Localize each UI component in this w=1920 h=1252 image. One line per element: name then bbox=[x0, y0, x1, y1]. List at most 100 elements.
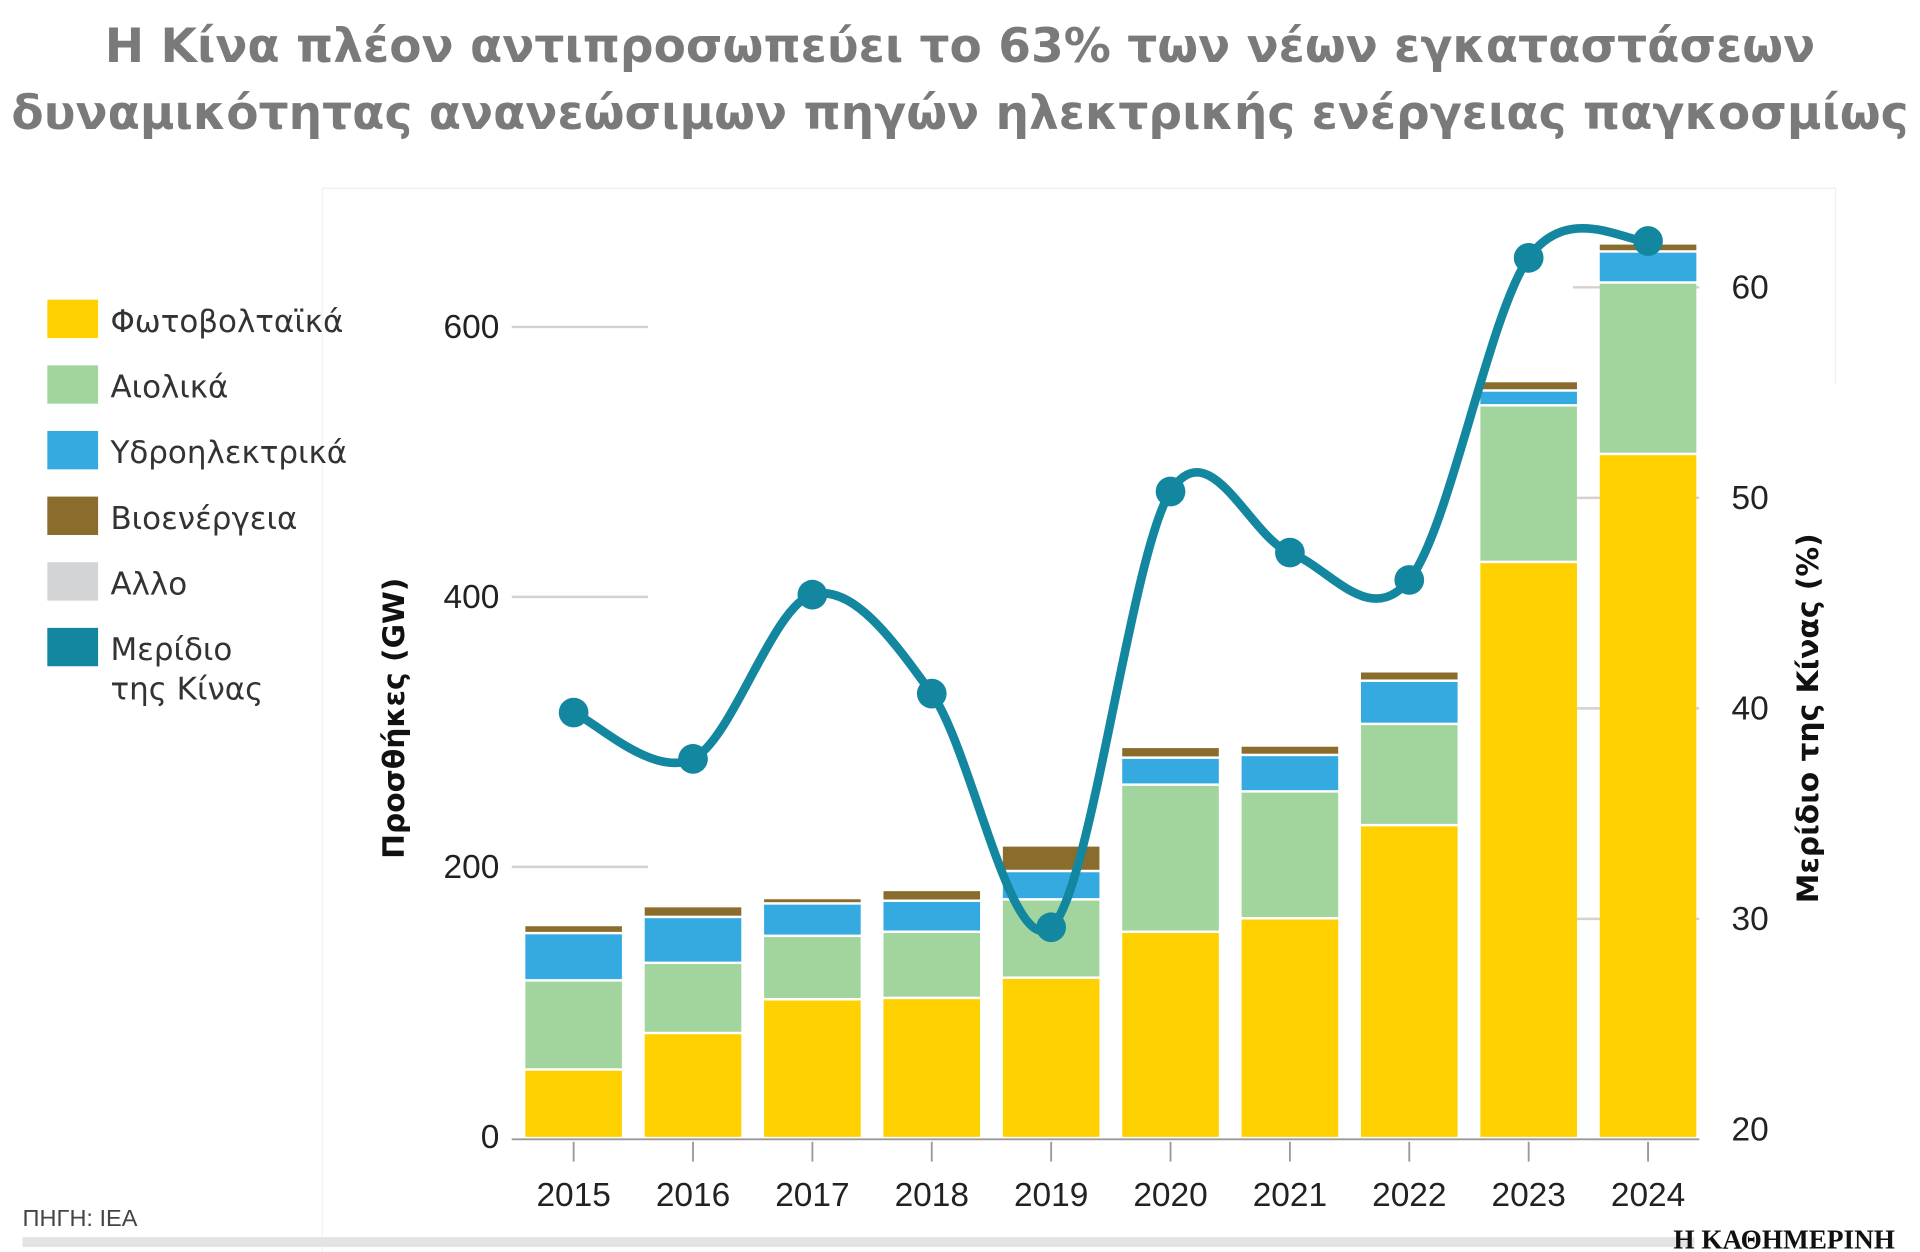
bar-2017-bio bbox=[764, 899, 861, 903]
bar-2015-wind bbox=[525, 981, 622, 1069]
bar-2021-solar bbox=[1241, 919, 1339, 1137]
bar-stack-2021 bbox=[1241, 746, 1339, 1137]
bar-stack-2018 bbox=[883, 891, 981, 1137]
legend-label-bio: Βιοενέργεια bbox=[110, 501, 297, 537]
brand-logo: Η ΚΑΘΗΜΕΡΙΝΗ bbox=[1673, 1224, 1895, 1252]
y-tick-label: 0 bbox=[481, 1119, 500, 1156]
bar-stack-2022 bbox=[1360, 672, 1458, 1137]
bar-stack-2024 bbox=[1599, 244, 1697, 1137]
legend-label-china-share-2: της Κίνας bbox=[110, 672, 263, 708]
bar-2020-bio bbox=[1122, 748, 1219, 757]
y-tick-label: 400 bbox=[444, 579, 500, 616]
bars bbox=[525, 244, 1697, 1137]
bar-2016-solar bbox=[644, 1034, 742, 1137]
china-share-point-2022 bbox=[1394, 565, 1425, 595]
x-tick-label: 2017 bbox=[775, 1177, 849, 1214]
china-share-point-2019 bbox=[1036, 912, 1067, 943]
bar-2018-hydro bbox=[883, 901, 981, 931]
y2-tick-label: 40 bbox=[1732, 690, 1769, 727]
bar-2018-bio bbox=[883, 891, 981, 900]
chart-title-line-2: δυναμικότητας ανανεώσιμων πηγών ηλεκτρικ… bbox=[11, 86, 1908, 141]
source-note: ΠΗΓΗ: IEA bbox=[23, 1205, 138, 1231]
x-tick-label: 2015 bbox=[536, 1177, 610, 1214]
bar-2022-bio bbox=[1360, 672, 1458, 680]
legend-swatch-wind bbox=[47, 365, 99, 404]
x-tick-label: 2021 bbox=[1253, 1177, 1327, 1214]
bar-2015-solar bbox=[525, 1070, 622, 1137]
y-ticks: 0 200 400 600 20 30 40 50 60 bbox=[444, 269, 1769, 1156]
x-ticks: 2015 2016 2017 2018 2019 2020 2021 2022 2023 2024 bbox=[536, 1141, 1685, 1214]
china-share-point-2024 bbox=[1633, 226, 1663, 256]
china-share-path bbox=[569, 224, 1653, 935]
legend-swatch-hydro bbox=[47, 430, 99, 470]
bar-2023-wind bbox=[1480, 406, 1577, 561]
y2-tick-label: 60 bbox=[1732, 269, 1769, 306]
bar-2020-wind bbox=[1122, 785, 1219, 931]
x-tick-label: 2018 bbox=[895, 1177, 969, 1214]
x-tick-label: 2019 bbox=[1014, 1177, 1088, 1214]
bar-2024-solar bbox=[1599, 455, 1697, 1137]
bar-2021-bio bbox=[1241, 746, 1339, 754]
china-share-point-2017 bbox=[797, 579, 828, 610]
china-share-line bbox=[558, 224, 1663, 943]
x-tick-label: 2023 bbox=[1491, 1177, 1565, 1214]
bar-2016-hydro bbox=[644, 918, 742, 962]
china-share-point-2023 bbox=[1513, 242, 1544, 273]
y-axis-label: Προσθήκες (GW) bbox=[377, 578, 412, 859]
x-tick-label: 2022 bbox=[1372, 1177, 1446, 1214]
footer-bar bbox=[22, 1237, 1695, 1248]
y2-tick-label: 30 bbox=[1732, 901, 1769, 938]
legend-label-solar: Φωτοβολταϊκά bbox=[110, 304, 343, 340]
bar-2018-wind bbox=[883, 933, 981, 997]
bar-2023-bio bbox=[1480, 382, 1577, 390]
bar-stack-2017 bbox=[764, 899, 861, 1137]
china-share-point-2015 bbox=[558, 697, 589, 728]
legend-label-other: Αλλο bbox=[110, 566, 187, 602]
bar-2015-hydro bbox=[525, 934, 622, 980]
bar-stack-2020 bbox=[1122, 748, 1219, 1137]
chart-title-line-1: Η Κίνα πλέον αντιπροσωπεύει το 63% των ν… bbox=[105, 19, 1815, 74]
bar-2015-bio bbox=[525, 926, 622, 932]
bar-2022-wind bbox=[1360, 725, 1458, 824]
bar-stack-2023 bbox=[1480, 382, 1577, 1137]
bar-2023-solar bbox=[1480, 563, 1577, 1137]
bar-stack-2019 bbox=[1002, 846, 1100, 1137]
bar-2017-solar bbox=[764, 1000, 861, 1137]
bar-2022-hydro bbox=[1360, 681, 1458, 723]
china-share-point-2020 bbox=[1155, 476, 1186, 507]
bar-2021-hydro bbox=[1241, 756, 1339, 791]
y2-tick-label: 50 bbox=[1732, 480, 1769, 517]
china-share-point-2018 bbox=[916, 678, 947, 709]
legend-label-china-share-1: Μερίδιο bbox=[110, 632, 232, 668]
legend-swatch-bio bbox=[47, 496, 99, 535]
bar-2024-wind bbox=[1599, 283, 1697, 453]
bar-2017-wind bbox=[764, 937, 861, 999]
legend-swatch-solar bbox=[47, 299, 99, 339]
legend-label-hydro: Υδροηλεκτρικά bbox=[109, 435, 347, 471]
bar-2020-hydro bbox=[1122, 758, 1219, 784]
china-share-point-2016 bbox=[678, 744, 708, 774]
bar-2019-hydro bbox=[1002, 872, 1100, 899]
y-tick-label: 200 bbox=[444, 849, 500, 886]
y2-axis-label: Μερίδιο της Κίνας (%) bbox=[1791, 533, 1826, 903]
legend-swatch-other bbox=[47, 562, 99, 601]
x-tick-label: 2024 bbox=[1611, 1177, 1685, 1214]
bar-2023-hydro bbox=[1480, 391, 1577, 405]
bar-2016-wind bbox=[644, 964, 742, 1032]
legend-label-wind: Αιολικά bbox=[110, 370, 228, 406]
legend: Φωτοβολταϊκά Αιολικά Υδροηλεκτρικά Βιοεν… bbox=[47, 299, 347, 708]
bar-2022-solar bbox=[1360, 826, 1458, 1137]
bar-stack-2016 bbox=[644, 907, 742, 1137]
legend-swatch-china-share bbox=[47, 627, 99, 667]
bar-2016-bio bbox=[644, 907, 742, 916]
x-tick-label: 2016 bbox=[656, 1177, 730, 1214]
bar-2017-hydro bbox=[764, 904, 861, 935]
bar-stack-2015 bbox=[525, 926, 622, 1137]
bar-2019-solar bbox=[1002, 978, 1100, 1137]
china-share-point-2021 bbox=[1275, 537, 1305, 568]
x-tick-label: 2020 bbox=[1133, 1177, 1207, 1214]
y-tick-label: 600 bbox=[444, 309, 500, 346]
bar-2024-hydro bbox=[1599, 252, 1697, 282]
bar-2020-solar bbox=[1122, 933, 1219, 1137]
